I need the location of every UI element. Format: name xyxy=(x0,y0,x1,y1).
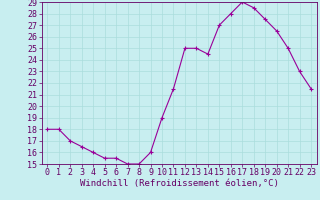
X-axis label: Windchill (Refroidissement éolien,°C): Windchill (Refroidissement éolien,°C) xyxy=(80,179,279,188)
